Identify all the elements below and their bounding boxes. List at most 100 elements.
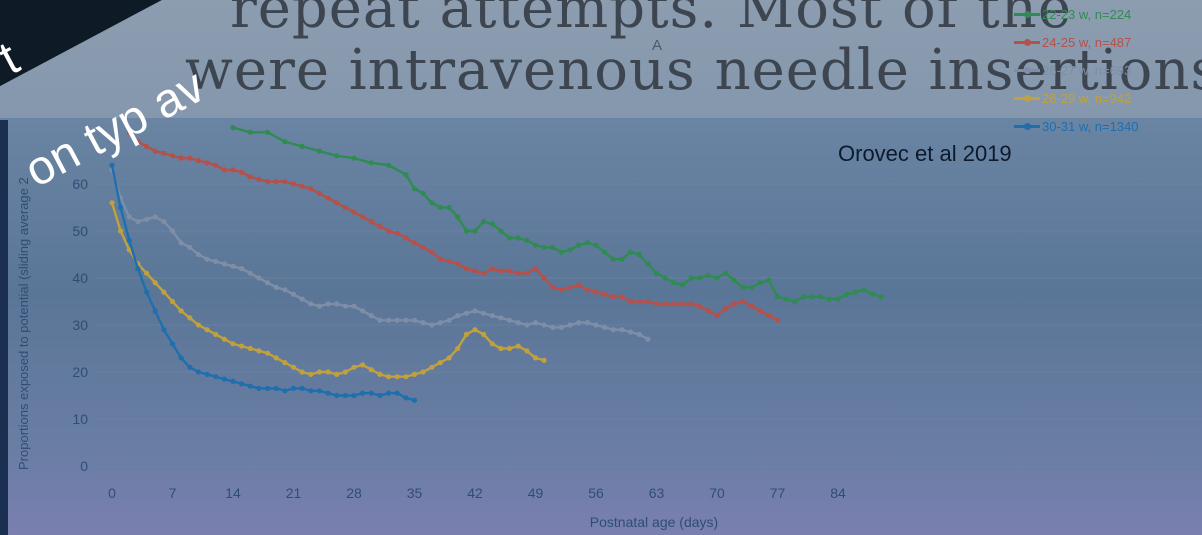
data-point: [619, 327, 625, 333]
y-axis-label: Proportions exposed to potential (slidin…: [16, 177, 31, 470]
data-point: [645, 261, 651, 267]
data-point: [386, 390, 392, 396]
data-point: [749, 303, 755, 309]
data-point: [316, 303, 322, 309]
data-point: [351, 155, 357, 161]
legend-item: 28-29 w, n=942: [1014, 88, 1202, 116]
data-point: [541, 275, 547, 281]
data-point: [161, 219, 167, 225]
data-point: [567, 322, 573, 328]
data-point: [481, 331, 487, 337]
data-point: [576, 282, 582, 288]
data-point: [541, 357, 547, 363]
data-point: [662, 275, 668, 281]
data-point: [213, 331, 219, 337]
data-point: [446, 355, 452, 361]
data-point: [472, 308, 478, 314]
y-tick-label: 30: [72, 317, 88, 333]
data-point: [628, 298, 634, 305]
data-point: [723, 305, 729, 312]
data-point: [653, 301, 660, 307]
slide-left-edge: [0, 120, 8, 535]
data-point: [178, 308, 184, 314]
data-point: [178, 355, 184, 361]
data-point: [489, 266, 495, 272]
data-point: [515, 270, 521, 276]
data-point: [169, 153, 176, 159]
data-point: [636, 251, 642, 258]
data-point: [342, 204, 348, 211]
data-point: [325, 301, 331, 307]
data-point: [118, 204, 124, 211]
data-point: [463, 266, 469, 272]
data-point: [135, 139, 141, 145]
data-point: [204, 371, 210, 377]
panel-letter: A: [652, 37, 663, 54]
data-point: [429, 249, 435, 255]
data-point: [481, 310, 487, 316]
data-point: [878, 294, 884, 300]
data-point: [446, 204, 452, 211]
data-point: [239, 169, 245, 175]
data-point: [567, 247, 573, 253]
data-point: [455, 214, 461, 220]
data-point: [420, 320, 426, 326]
data-point: [230, 378, 236, 384]
data-point: [360, 214, 366, 220]
data-point: [679, 282, 686, 288]
data-point: [558, 249, 565, 255]
data-point: [187, 315, 193, 321]
data-point: [844, 291, 850, 297]
data-point: [541, 244, 547, 250]
data-point: [532, 266, 539, 272]
data-point: [342, 369, 348, 375]
data-point: [411, 397, 418, 403]
data-point: [282, 360, 288, 366]
data-point: [161, 327, 167, 333]
data-point: [653, 270, 660, 276]
data-point: [169, 298, 176, 305]
x-tick-label: 0: [108, 485, 116, 501]
data-point: [550, 284, 556, 290]
data-point: [195, 322, 201, 328]
data-point: [118, 228, 124, 234]
data-point: [308, 371, 314, 377]
legend-item: 22-23 w, n=224: [1014, 4, 1202, 32]
data-point: [187, 155, 193, 161]
data-point: [273, 385, 279, 391]
data-point: [247, 174, 253, 180]
data-point: [308, 388, 314, 394]
data-point: [256, 176, 262, 182]
data-point: [386, 162, 392, 168]
x-tick-label: 42: [467, 485, 483, 501]
data-point: [403, 317, 409, 323]
data-point: [282, 287, 288, 293]
data-point: [723, 270, 729, 276]
legend-label: 24-25 w, n=487: [1042, 35, 1132, 50]
data-point: [273, 179, 279, 185]
data-point: [498, 345, 504, 352]
x-tick-label: 84: [830, 485, 846, 501]
data-point: [213, 258, 219, 265]
data-point: [187, 364, 193, 370]
data-point: [144, 143, 150, 149]
data-point: [265, 385, 271, 391]
data-point: [368, 390, 374, 396]
data-point: [221, 167, 227, 173]
x-tick-label: 7: [169, 485, 177, 501]
y-tick-label: 0: [80, 458, 88, 474]
data-point: [714, 275, 720, 281]
y-tick-label: 50: [72, 223, 88, 239]
data-point: [524, 270, 530, 276]
data-point: [463, 228, 469, 234]
data-point: [645, 298, 651, 305]
data-point: [265, 350, 271, 356]
data-point: [420, 369, 426, 375]
data-point: [144, 270, 150, 276]
data-point: [299, 296, 305, 302]
data-point: [800, 294, 807, 300]
data-point: [507, 317, 513, 323]
y-tick-label: 60: [72, 176, 88, 192]
data-point: [697, 275, 703, 281]
data-point: [671, 280, 677, 286]
